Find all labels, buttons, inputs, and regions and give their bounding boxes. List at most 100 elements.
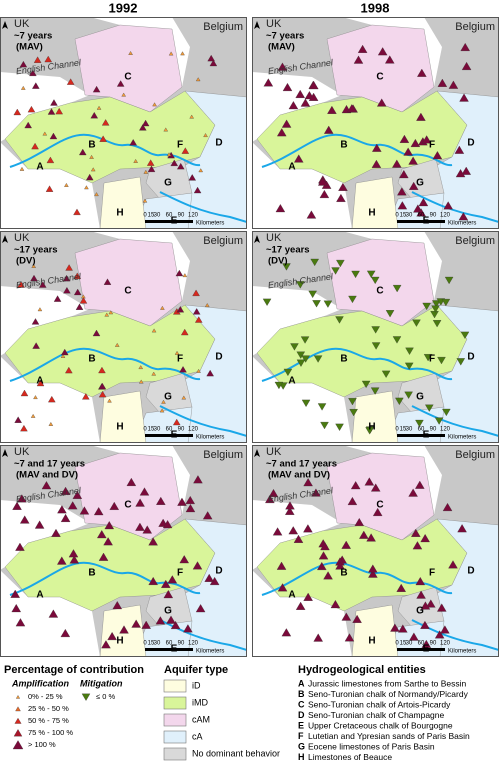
- station-symbol: [268, 488, 279, 498]
- station-symbol: [19, 515, 30, 524]
- station-symbol: [209, 59, 218, 67]
- station-symbol: [412, 541, 423, 550]
- entity-letter: H: [298, 752, 305, 761]
- station-symbol: [64, 183, 69, 187]
- station-symbol: [274, 381, 284, 390]
- north-arrow: [254, 449, 260, 457]
- station-symbol: [96, 105, 102, 110]
- country-label: UK: [14, 446, 30, 458]
- panel-border: [0, 231, 247, 443]
- station-symbol: [172, 418, 181, 426]
- legend-swatch: [163, 747, 187, 761]
- station-symbol: [92, 329, 101, 337]
- station-symbol: [189, 114, 194, 119]
- north-arrow: [2, 235, 8, 243]
- station-symbol: [364, 477, 375, 486]
- station-symbol: [93, 507, 104, 516]
- station-symbol: [19, 166, 25, 171]
- legend-swatch: [163, 713, 187, 727]
- station-symbol: [73, 272, 82, 279]
- aquifer-region: [74, 238, 183, 327]
- country-label: Belgium: [455, 21, 495, 33]
- aquifer-region: [326, 24, 435, 113]
- scale-label: 15: [400, 427, 407, 433]
- legend-subtitle: Amplification: [11, 678, 70, 688]
- station-symbol: [176, 306, 185, 313]
- scale-label: 30: [154, 641, 161, 647]
- station-symbol: [49, 132, 58, 140]
- station-symbol: [348, 398, 357, 406]
- region-letter: D: [467, 138, 474, 149]
- station-symbol: [300, 98, 311, 107]
- scale-label: 15: [400, 213, 407, 219]
- station-symbol: [338, 182, 348, 191]
- station-symbol: [193, 186, 202, 194]
- period-label: (DV): [268, 256, 288, 267]
- station-symbol: [170, 620, 181, 630]
- station-symbol: [126, 477, 137, 486]
- station-symbol: [412, 319, 421, 327]
- scale-label: 90: [178, 641, 185, 647]
- river: [9, 133, 201, 168]
- station-symbol: [370, 483, 381, 492]
- column-header: 1998: [361, 0, 390, 15]
- entity-letter: E: [298, 720, 304, 730]
- station-symbol: [159, 408, 165, 413]
- country-label: UK: [266, 446, 282, 458]
- legend-swatch: [163, 679, 187, 693]
- station-symbol: [98, 552, 109, 561]
- station-symbol: [331, 267, 340, 275]
- station-symbol: [351, 270, 360, 279]
- station-symbol: [421, 135, 432, 144]
- station-symbol: [33, 395, 38, 400]
- station-symbol: [107, 631, 117, 641]
- map-body: [252, 17, 499, 229]
- station-symbol: [277, 62, 288, 71]
- station-symbol: [422, 302, 431, 311]
- station-symbol: [347, 104, 357, 113]
- station-symbol: [119, 625, 129, 634]
- station-symbol: [108, 310, 114, 315]
- station-symbol: [101, 119, 110, 126]
- station-symbol: [175, 269, 184, 277]
- station-symbol: [263, 78, 274, 87]
- station-symbol: [377, 47, 388, 56]
- region-letter: A: [36, 376, 43, 387]
- station-symbol: [85, 173, 94, 181]
- legend-label: cAM: [192, 714, 210, 724]
- map-body: [0, 231, 247, 443]
- river: [9, 347, 201, 382]
- period-label: ~7 years: [266, 31, 304, 42]
- station-symbol: [167, 575, 178, 584]
- legend-label: ≤ 0 %: [96, 692, 115, 701]
- station-symbol: [46, 156, 55, 164]
- scale-label: 0: [395, 213, 399, 219]
- station-symbol: [68, 549, 79, 558]
- region-letter: H: [368, 636, 375, 647]
- station-symbol: [283, 368, 293, 377]
- station-symbol: [204, 303, 210, 307]
- entity-label: Eocene limestones of Paris Basin: [308, 741, 435, 751]
- station-symbol: [41, 481, 52, 490]
- station-symbol: [62, 274, 71, 282]
- station-symbol: [457, 524, 467, 533]
- station-symbol: [415, 419, 424, 428]
- station-symbol: [79, 297, 88, 304]
- station-symbol: [434, 630, 445, 639]
- station-symbol: [409, 632, 419, 641]
- station-symbol: [148, 537, 158, 546]
- station-symbol: [458, 212, 469, 221]
- station-symbol: [73, 208, 81, 216]
- scale-label: 120: [188, 427, 199, 433]
- panel-border: [252, 231, 499, 443]
- region-letter: H: [116, 636, 123, 647]
- region-letter: C: [376, 500, 383, 511]
- entity-letter: D: [298, 710, 305, 720]
- north-arrow: [2, 449, 8, 457]
- station-symbol: [90, 111, 99, 119]
- station-symbol: [57, 505, 67, 514]
- station-symbol: [148, 576, 158, 585]
- station-symbol: [72, 490, 83, 499]
